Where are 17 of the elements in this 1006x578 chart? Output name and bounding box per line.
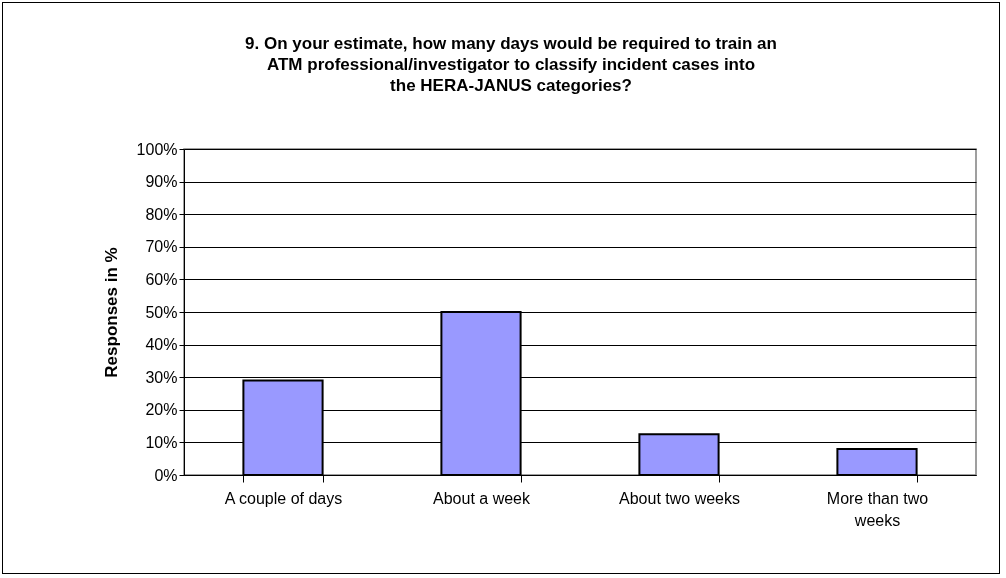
y-tick-label: 0% [154,466,178,484]
y-tick-label: 40% [145,336,178,354]
y-tick-label: 80% [145,205,178,223]
x-tick-label: More than two weeks [826,489,929,529]
x-tick-label: About two weeks [619,489,740,507]
x-tick-label: A couple of days [224,489,343,507]
y-axis-title: Responses in % [101,247,121,378]
y-tick-label: 30% [145,368,178,386]
x-tick-label: About a week [433,489,531,507]
y-tick-label: 20% [145,401,178,419]
y-tick-label: 70% [145,238,178,256]
y-tick-label: 50% [145,303,178,321]
chart-title: 9. On your estimate, how many days would be required to train an ATM professional/investigator to classify incident cases into the HERA-JANUS categories? [245,34,777,95]
y-tick-label: 90% [145,173,178,191]
y-tick-label: 60% [145,270,178,288]
y-tick-label: 10% [145,433,178,451]
y-tick-label: 100% [136,140,178,158]
